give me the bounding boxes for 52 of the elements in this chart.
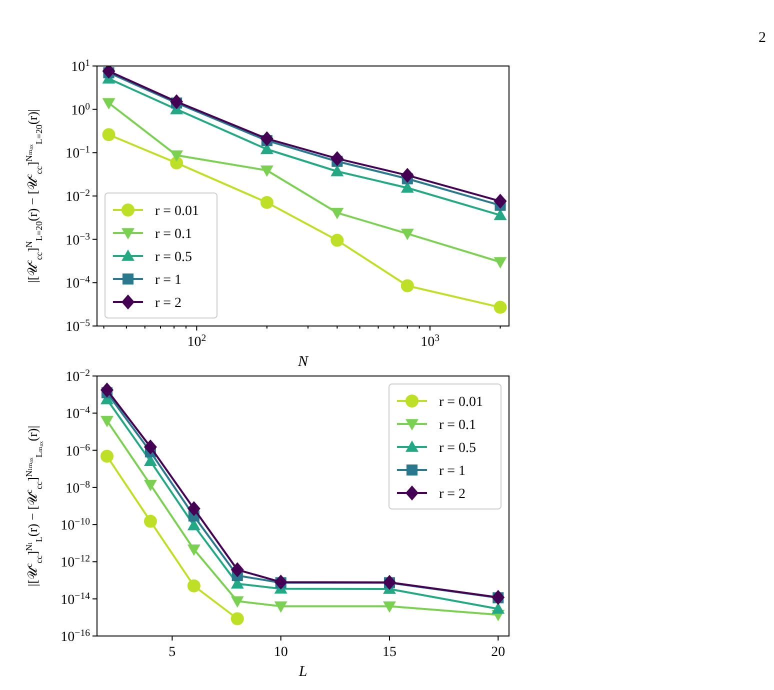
legend-label: r = 0.5: [155, 250, 192, 265]
legend-label: r = 0.01: [155, 204, 200, 219]
y-tick-label: 10$^{1}$: [71, 58, 90, 75]
y-tick-label: 10$^{−16}$: [60, 628, 90, 645]
text: 2: [758, 30, 766, 46]
x-axis-title: N: [296, 354, 309, 370]
x-tick-label: 5: [168, 645, 176, 660]
point: [100, 416, 114, 428]
point: [382, 601, 396, 613]
point: [100, 450, 114, 463]
y-tick-label: 10$^{−1}$: [66, 144, 90, 162]
point: [274, 574, 288, 590]
legend-label: r = 0.01: [439, 395, 484, 410]
y-tick-label: 10$^{−12}$: [60, 553, 90, 571]
x-axis-title: L: [298, 664, 308, 680]
x-tick-label: 20: [491, 645, 506, 660]
x-tick-label: 10$^{2}$: [187, 332, 206, 350]
point: [187, 579, 200, 592]
y-tick-label: 10$^{−2}$: [66, 368, 90, 385]
y-tick-label: 10$^{−10}$: [60, 516, 90, 534]
legend-label: r = 0.5: [439, 441, 476, 456]
legend-label: r = 2: [439, 487, 466, 502]
x-tick-label: 10$^{3}$: [420, 332, 440, 350]
point: [382, 574, 396, 590]
point: [187, 544, 200, 556]
point: [492, 602, 505, 614]
point: [230, 612, 244, 626]
x-tick-label: 10: [274, 645, 288, 660]
y-tick-label: 10$^{−5}$: [66, 318, 90, 335]
y-tick-label: 10$^{−4}$: [66, 404, 90, 422]
point: [144, 480, 157, 492]
point: [230, 562, 244, 578]
y-tick-label: 10$^{0}$: [71, 100, 90, 118]
point: [144, 440, 157, 454]
legend-label: r = 2: [155, 296, 182, 311]
legend-label: r = 0.1: [155, 227, 192, 242]
y-tick-label: 10$^{−6}$: [66, 442, 90, 460]
y-tick-label: 10$^{−14}$: [60, 590, 90, 608]
x-tick-label: 15: [382, 645, 396, 660]
legend-label: r = 1: [155, 273, 182, 288]
point: [144, 514, 157, 528]
legend-label: r = 0.1: [439, 418, 476, 433]
point: [100, 382, 114, 398]
point: [230, 596, 244, 608]
y-tick-label: 10$^{−2}$: [66, 188, 90, 205]
point: [492, 590, 505, 605]
y-tick-label: 10$^{−3}$: [66, 230, 90, 248]
y-tick-label: 10$^{−8}$: [66, 478, 90, 496]
legend-label: r = 1: [439, 464, 466, 479]
point: [274, 601, 288, 613]
point: [187, 501, 200, 516]
y-tick-label: 10$^{−4}$: [66, 274, 90, 292]
